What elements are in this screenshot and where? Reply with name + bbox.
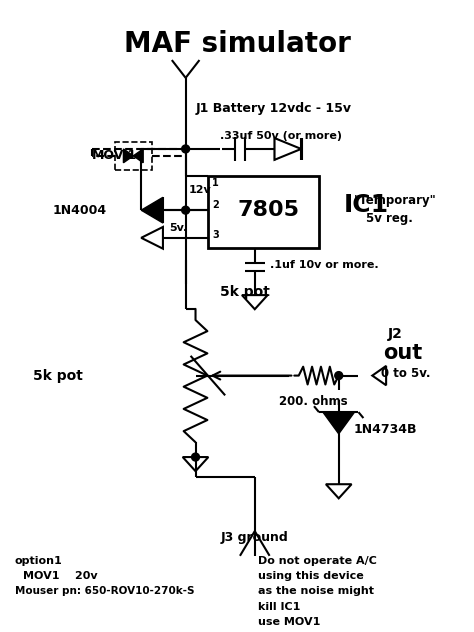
Text: 1: 1 <box>212 178 219 188</box>
Text: 5v reg.: 5v reg. <box>366 212 413 224</box>
Polygon shape <box>141 197 163 223</box>
Circle shape <box>182 206 190 214</box>
Polygon shape <box>323 412 355 434</box>
Text: MOV1    20v: MOV1 20v <box>23 571 97 581</box>
Text: 3: 3 <box>212 230 219 240</box>
Text: 2: 2 <box>212 200 219 210</box>
Text: 5k pot: 5k pot <box>33 368 82 382</box>
Text: MAF simulator: MAF simulator <box>124 30 350 58</box>
Text: 1N4734B: 1N4734B <box>354 423 417 437</box>
Text: 12v: 12v <box>189 185 211 195</box>
Text: using this device: using this device <box>258 571 364 581</box>
Text: Mouser pn: 650-ROV10-270k-S: Mouser pn: 650-ROV10-270k-S <box>15 586 194 597</box>
Bar <box>209 176 319 248</box>
Text: "Temporary": "Temporary" <box>354 194 436 207</box>
Text: 200. ohms: 200. ohms <box>280 396 348 408</box>
Text: 5k pot: 5k pot <box>220 285 270 299</box>
Text: option1: option1 <box>15 556 63 566</box>
Text: J2: J2 <box>388 327 403 341</box>
Polygon shape <box>123 149 133 163</box>
Text: MOV-1: MOV-1 <box>92 149 137 162</box>
Circle shape <box>335 372 343 380</box>
Text: out: out <box>383 343 422 363</box>
Circle shape <box>182 145 190 153</box>
Text: use MOV1: use MOV1 <box>258 617 320 627</box>
Text: 1N4004: 1N4004 <box>52 204 107 217</box>
Text: Do not operate A/C: Do not operate A/C <box>258 556 377 566</box>
Polygon shape <box>274 138 301 160</box>
Polygon shape <box>133 149 143 163</box>
Text: 5v.: 5v. <box>169 223 187 233</box>
Text: .1uf 10v or more.: .1uf 10v or more. <box>270 260 378 270</box>
Text: 7805: 7805 <box>237 200 300 220</box>
Text: IC1: IC1 <box>344 193 389 217</box>
Text: 0 to 5v.: 0 to 5v. <box>381 367 431 380</box>
Text: as the noise might: as the noise might <box>258 586 374 597</box>
Bar <box>115 142 152 169</box>
Text: kill IC1: kill IC1 <box>258 602 300 612</box>
Text: J3 ground: J3 ground <box>220 531 288 544</box>
Circle shape <box>191 453 200 461</box>
Text: J1 Battery 12vdc - 15v: J1 Battery 12vdc - 15v <box>195 102 352 114</box>
Text: .33uf 50v (or more): .33uf 50v (or more) <box>220 131 342 141</box>
Polygon shape <box>274 138 295 160</box>
